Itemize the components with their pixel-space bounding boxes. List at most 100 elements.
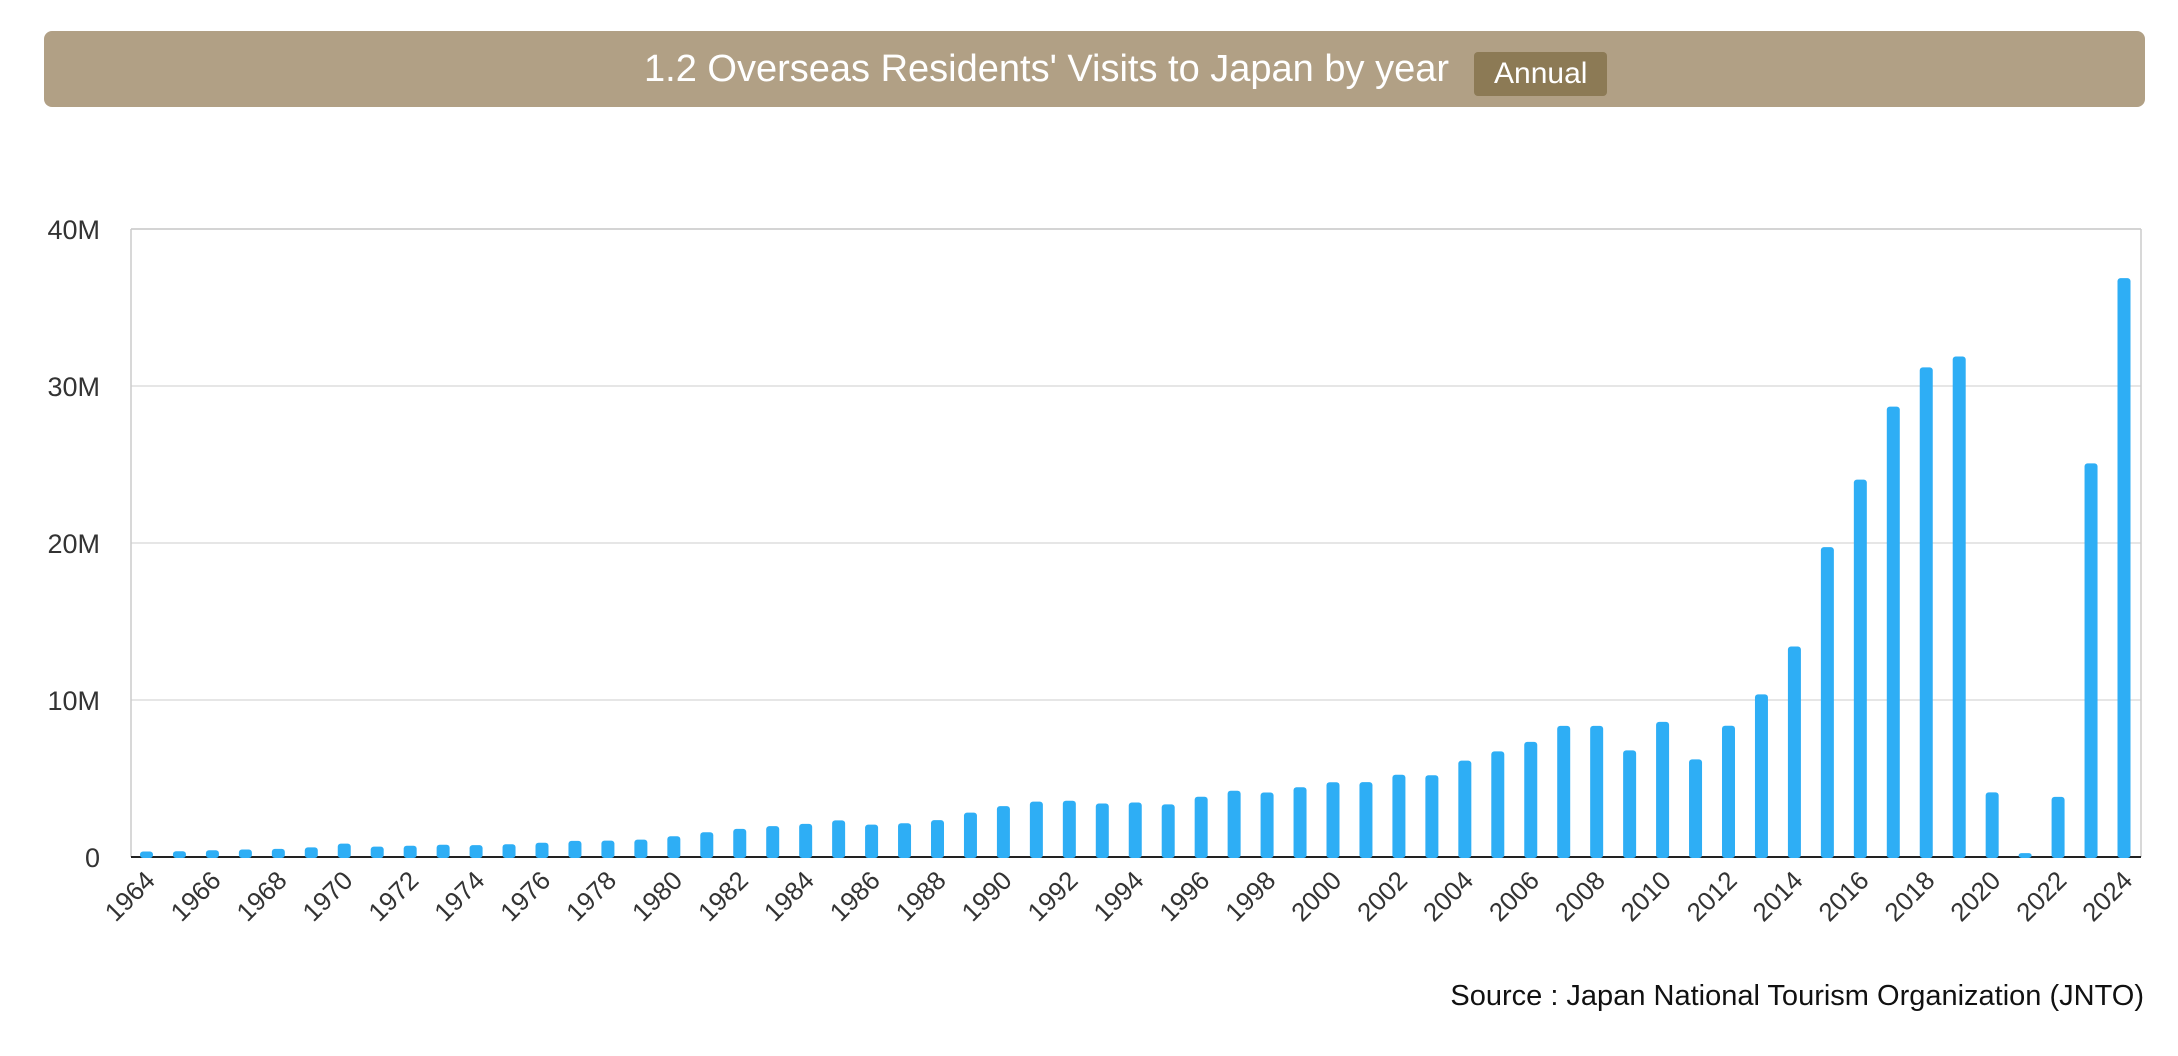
bar-1999[interactable]: [1293, 787, 1307, 858]
bar-2018[interactable]: [1919, 367, 1933, 858]
bar-1975[interactable]: [502, 844, 516, 858]
bar-1976[interactable]: [535, 842, 549, 858]
bar-1969[interactable]: [304, 847, 318, 858]
bar-2013[interactable]: [1754, 694, 1768, 858]
bar-2012[interactable]: [1722, 725, 1735, 858]
bar-2011[interactable]: [1689, 759, 1703, 858]
x-tick-label: 1972: [362, 865, 424, 927]
bar-1990[interactable]: [996, 806, 1010, 858]
bar-1984[interactable]: [799, 823, 813, 858]
x-tick-label: 1994: [1087, 865, 1149, 927]
bar-1974[interactable]: [469, 845, 483, 858]
source-note: Source : Japan National Tourism Organiza…: [1450, 980, 2144, 1012]
bar-2016[interactable]: [1853, 479, 1867, 858]
bar-2008[interactable]: [1590, 725, 1604, 858]
bar-2003[interactable]: [1425, 775, 1439, 858]
bar-2006[interactable]: [1524, 741, 1538, 858]
bar-1980[interactable]: [667, 836, 681, 858]
x-tick-label: 2004: [1417, 865, 1479, 927]
bar-1988[interactable]: [931, 820, 944, 858]
grid-lines: [130, 228, 2142, 858]
x-tick-label: 1976: [494, 865, 556, 927]
bar-1997[interactable]: [1227, 790, 1241, 858]
x-tick-label: 1986: [824, 865, 886, 927]
bar-1966[interactable]: [205, 850, 219, 858]
bar-1993[interactable]: [1095, 803, 1109, 858]
x-tick-label: 2018: [1878, 865, 1940, 927]
x-tick-label: 2008: [1549, 865, 1611, 927]
bar-1991[interactable]: [1029, 801, 1043, 858]
bar-1973[interactable]: [436, 844, 450, 858]
title-bar: 1.2 Overseas Residents' Visits to Japan …: [44, 31, 2145, 107]
bar-1970[interactable]: [337, 843, 351, 858]
bar-1987[interactable]: [898, 823, 912, 858]
bar-2000[interactable]: [1326, 782, 1340, 858]
bar-2022[interactable]: [2051, 796, 2065, 858]
x-tick-label: 2002: [1351, 865, 1413, 927]
x-tick-label: 1974: [428, 865, 490, 927]
x-tick-label: 1984: [758, 865, 820, 927]
x-tick-label: 2014: [1747, 865, 1809, 927]
y-tick-label: 0: [85, 843, 100, 873]
bar-1996[interactable]: [1194, 796, 1208, 858]
bar-1978[interactable]: [601, 840, 615, 858]
x-tick-label: 2022: [2010, 865, 2072, 927]
bar-2019[interactable]: [1952, 356, 1966, 858]
x-tick-label: 1988: [890, 865, 952, 927]
chart-title: 1.2 Overseas Residents' Visits to Japan …: [644, 48, 1449, 90]
bar-2014[interactable]: [1787, 646, 1801, 858]
x-tick-label: 2024: [2076, 865, 2138, 927]
x-tick-label: 1992: [1021, 865, 1083, 927]
x-tick-label: 2010: [1615, 865, 1677, 927]
y-tick-label: 40M: [47, 215, 100, 245]
y-tick-label: 10M: [47, 686, 100, 716]
bar-1983[interactable]: [766, 826, 780, 858]
bar-1977[interactable]: [568, 840, 582, 858]
x-tick-label: 2006: [1483, 865, 1545, 927]
x-tick-label: 1966: [165, 865, 227, 927]
bar-2020[interactable]: [1985, 792, 1999, 858]
x-tick-label: 1996: [1153, 865, 1215, 927]
bar-1998[interactable]: [1260, 792, 1274, 858]
bar-1965[interactable]: [172, 851, 186, 858]
bar-1992[interactable]: [1062, 800, 1076, 858]
bar-1967[interactable]: [238, 849, 252, 858]
bar-2001[interactable]: [1359, 782, 1373, 858]
bar-2007[interactable]: [1557, 725, 1571, 858]
bar-2021[interactable]: [2018, 853, 2032, 858]
bar-1968[interactable]: [271, 848, 285, 858]
bar-1972[interactable]: [403, 845, 417, 858]
bar-2009[interactable]: [1623, 750, 1637, 858]
bar-2010[interactable]: [1656, 721, 1670, 858]
x-tick-label: 1964: [99, 865, 161, 927]
bar-1989[interactable]: [963, 812, 977, 858]
bar-1995[interactable]: [1161, 804, 1175, 858]
x-tick-label: 1978: [560, 865, 622, 927]
x-tick-label: 2000: [1285, 865, 1347, 927]
bar-1981[interactable]: [700, 832, 714, 858]
bar-2005[interactable]: [1491, 751, 1505, 858]
bar-1971[interactable]: [370, 846, 384, 858]
x-axis-ticks: 1964 1966 1968 1970 1972 1974 1976 1978 1980 1982…: [99, 865, 2139, 927]
bar-1985[interactable]: [832, 820, 846, 858]
bar-1979[interactable]: [634, 839, 648, 858]
x-tick-label: 2020: [1944, 865, 2006, 927]
bar-2002[interactable]: [1392, 774, 1406, 858]
bar-1994[interactable]: [1128, 802, 1142, 858]
bar-1964[interactable]: [140, 851, 153, 858]
y-tick-label: 20M: [47, 529, 100, 559]
bar-2004[interactable]: [1458, 760, 1472, 858]
x-tick-label: 1968: [230, 865, 292, 927]
x-tick-label: 1998: [1219, 865, 1281, 927]
x-tick-label: 2016: [1812, 865, 1874, 927]
x-tick-label: 1990: [956, 865, 1018, 927]
bar-1986[interactable]: [865, 824, 879, 858]
bar-2023[interactable]: [2084, 463, 2098, 858]
bar-2017[interactable]: [1886, 406, 1900, 858]
bar-2024[interactable]: [2117, 278, 2131, 858]
annual-badge[interactable]: Annual: [1474, 52, 1608, 96]
x-tick-label: 2012: [1681, 865, 1743, 927]
bar-1982[interactable]: [733, 828, 747, 858]
bar-2015[interactable]: [1820, 547, 1834, 858]
